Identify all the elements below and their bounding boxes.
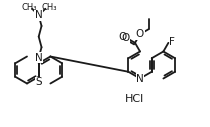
Text: O: O (118, 32, 126, 42)
Text: CH₃: CH₃ (21, 3, 37, 12)
Text: O: O (121, 33, 129, 43)
Text: HCl: HCl (125, 94, 145, 104)
Text: O: O (136, 29, 144, 39)
Text: N: N (35, 53, 43, 63)
Text: S: S (35, 77, 42, 87)
Text: N: N (136, 74, 144, 83)
Text: N: N (35, 10, 43, 20)
Text: F: F (169, 37, 175, 47)
Text: CH₃: CH₃ (42, 3, 57, 12)
